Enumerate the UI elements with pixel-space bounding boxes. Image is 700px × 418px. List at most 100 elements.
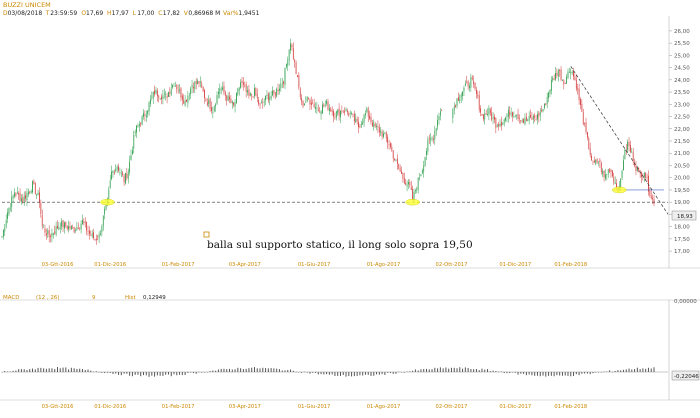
candle-body: [65, 221, 67, 227]
candle-body: [484, 113, 486, 120]
candle-body: [562, 80, 563, 81]
symbol-title: BUZZI UNICEM: [3, 1, 51, 9]
candle-body: [557, 70, 559, 77]
candle-body: [456, 98, 458, 106]
candle-body: [64, 222, 65, 229]
candle-body: [2, 229, 4, 237]
y-tick-label: 23,50: [674, 90, 690, 96]
candle-body: [487, 114, 488, 116]
macd-bar: [412, 370, 414, 372]
macd-bar: [459, 367, 461, 372]
macd-bar: [281, 370, 283, 372]
y-tick-label: 20,50: [674, 163, 690, 169]
candle-body: [47, 230, 49, 234]
candle-body: [645, 172, 647, 178]
candle-body: [77, 228, 79, 229]
header-field-label: O: [81, 10, 86, 17]
candle-body: [452, 109, 454, 118]
macd-bar: [51, 368, 53, 372]
macd-bar: [381, 372, 383, 375]
macd-bar: [201, 372, 203, 373]
candle-body: [434, 131, 436, 140]
macd-bar: [528, 372, 530, 375]
macd-bar: [287, 369, 289, 372]
macd-bar: [617, 370, 619, 372]
x-tick-label: 01-Ago-2017: [367, 262, 401, 268]
macd-bar: [348, 372, 350, 376]
candle-body: [48, 230, 50, 237]
candle-body: [570, 71, 572, 74]
macd-bar: [212, 370, 214, 372]
macd-bar: [45, 368, 47, 372]
candle-body: [26, 192, 28, 201]
macd-bar: [409, 371, 411, 372]
candle-body: [145, 114, 147, 117]
candle-body: [186, 99, 187, 102]
macd-bar: [622, 369, 624, 372]
candle-body: [109, 180, 111, 189]
candle-body: [427, 139, 429, 152]
header-field-label: V: [184, 10, 189, 17]
candle-body: [176, 84, 178, 90]
candle-body: [410, 187, 412, 190]
macd-x-axis: 03-Gtt-2016 01-Dic-2016 01-Feb-2017 03-Apr-…: [42, 404, 588, 410]
header-field-label: D: [3, 10, 8, 17]
candle-body: [240, 82, 242, 88]
candles-group: [1, 38, 655, 245]
macd-bar: [309, 372, 311, 374]
candle-body: [503, 119, 505, 124]
candle-body: [341, 111, 343, 112]
macd-bar: [373, 372, 375, 376]
macd-bar: [573, 372, 575, 376]
macd-bar: [584, 372, 586, 374]
candle-body: [294, 59, 296, 63]
macd-bar: [223, 368, 225, 372]
candle-body: [398, 163, 400, 169]
candle-body: [101, 226, 103, 233]
macd-bar: [545, 372, 547, 377]
macd-bar: [123, 372, 125, 374]
candle-body: [70, 225, 72, 230]
candle-body: [611, 170, 613, 177]
candle-body: [544, 103, 545, 108]
y-tick-label: 20,00: [674, 176, 690, 182]
candle-body: [180, 88, 182, 98]
macd-bar: [506, 372, 508, 374]
candle-body: [58, 227, 60, 230]
candle-body: [496, 125, 498, 127]
candle-body: [322, 104, 323, 114]
macd-bar: [647, 367, 649, 372]
overlays-group: [2, 66, 669, 215]
macd-bar: [81, 368, 83, 372]
candle-body: [420, 174, 422, 177]
macd-bar: [586, 372, 588, 374]
candle-body: [165, 94, 167, 95]
candle-body: [577, 88, 579, 90]
candle-body: [342, 110, 344, 111]
candle-body: [623, 160, 624, 171]
candle-body: [95, 238, 97, 241]
candle-body: [327, 101, 329, 110]
macd-bar: [512, 372, 514, 373]
candle-body: [494, 116, 495, 120]
macd-bar: [523, 372, 525, 374]
candle-body: [141, 116, 143, 125]
candle-body: [267, 93, 269, 101]
macd-bar: [445, 367, 447, 372]
macd-bar: [428, 369, 430, 372]
candle-body: [616, 183, 617, 188]
candle-body: [641, 172, 642, 178]
candle-body: [514, 116, 516, 118]
candle-body: [333, 111, 334, 117]
macd-bar: [37, 367, 39, 372]
candle-body: [646, 177, 648, 178]
candle-body: [216, 95, 218, 104]
candle-body: [492, 117, 494, 119]
candle-body: [385, 131, 387, 139]
candle-body: [143, 113, 144, 117]
candle-body: [370, 117, 372, 122]
candle-body: [598, 161, 599, 163]
candle-body: [527, 119, 529, 121]
candle-body: [94, 239, 96, 240]
candle-body: [636, 168, 638, 171]
